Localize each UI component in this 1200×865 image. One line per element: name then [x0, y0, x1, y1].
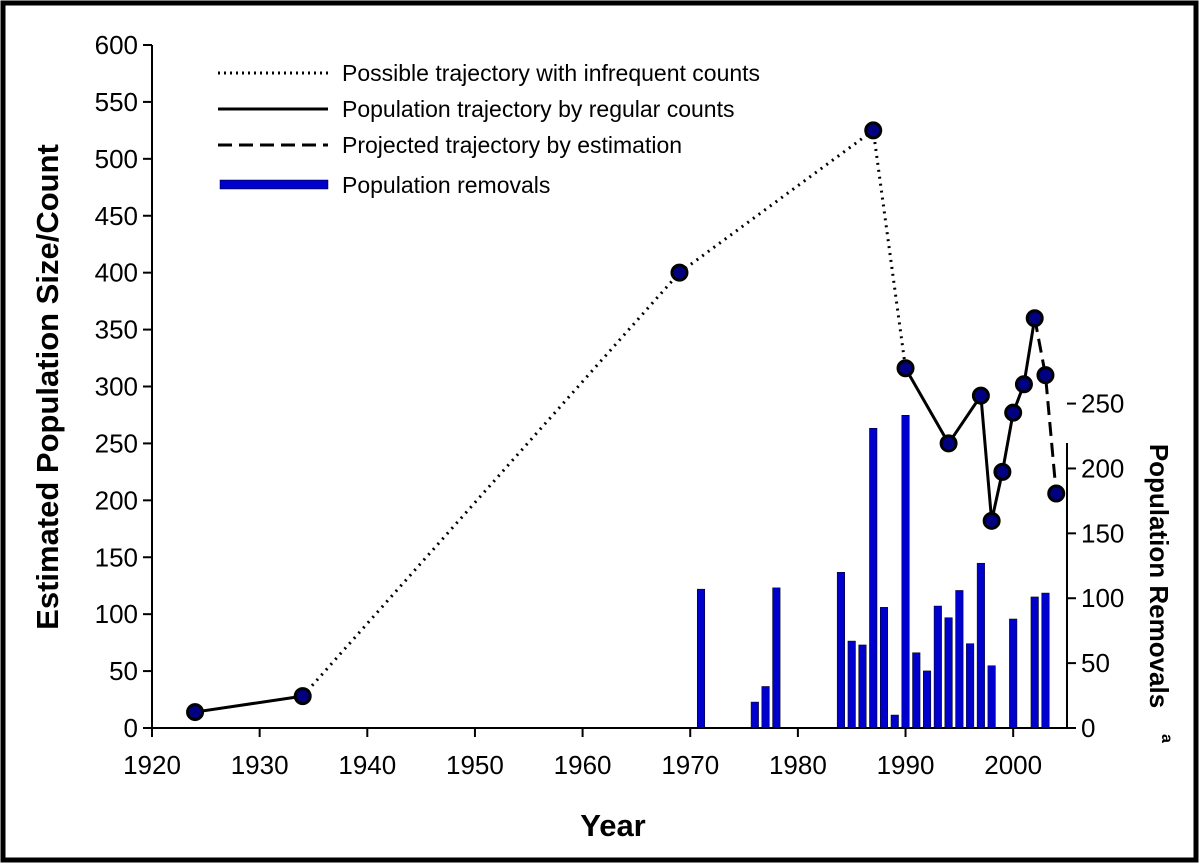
removal-bar: [976, 562, 985, 729]
y-tick-label: 50: [109, 656, 138, 686]
removal-bar: [890, 714, 899, 729]
x-tick-label: 1970: [661, 750, 719, 780]
y-tick-label: 200: [95, 485, 138, 515]
projected-trajectory-line: [1033, 317, 1058, 494]
legend-label-regular: Population trajectory by regular counts: [342, 96, 735, 122]
data-point: [864, 121, 883, 140]
y2-axis-title: Population Removals: [1144, 444, 1174, 708]
y-tick-label: 500: [95, 144, 138, 174]
x-tick-label: 2000: [984, 750, 1042, 780]
y-tick-label: 600: [95, 30, 138, 60]
y2-tick-label: 250: [1081, 389, 1124, 419]
ticks-layer: 0501001502002503003504004505005506001920…: [95, 30, 1125, 780]
removal-bar: [869, 427, 878, 729]
legend-label-infrequent: Possible trajectory with infrequent coun…: [342, 60, 760, 86]
data-point: [1047, 484, 1066, 503]
legend: Possible trajectory with infrequent coun…: [218, 60, 760, 198]
data-point: [939, 434, 958, 453]
y2-axis-title-superscript: a: [1158, 734, 1175, 743]
data-point: [896, 359, 915, 378]
removal-bar: [836, 572, 845, 729]
removal-bar: [901, 415, 910, 729]
x-tick-label: 1920: [123, 750, 181, 780]
y-tick-label: 250: [95, 428, 138, 458]
data-point: [993, 462, 1012, 481]
removal-bar: [955, 590, 964, 729]
data-point: [186, 703, 205, 722]
removal-bar: [923, 670, 932, 729]
removal-bar: [987, 665, 996, 729]
removal-bar: [912, 652, 921, 729]
y-axis-title: Estimated Population Size/Count: [30, 144, 65, 630]
removal-bar: [696, 588, 706, 729]
legend-swatch-bar: [219, 179, 329, 190]
data-point: [1014, 375, 1033, 394]
y-tick-label: 0: [124, 713, 138, 743]
removal-bar: [944, 617, 953, 729]
removal-bar: [966, 643, 975, 729]
removal-bar: [750, 701, 759, 729]
removal-bar: [879, 607, 889, 729]
y-tick-label: 150: [95, 542, 138, 572]
x-axis-title: Year: [580, 808, 646, 843]
removal-bar: [1030, 596, 1039, 729]
x-tick-label: 1980: [769, 750, 827, 780]
removal-bar: [761, 686, 770, 729]
removal-bar: [1009, 618, 1018, 729]
data-point: [971, 386, 990, 405]
y-tick-label: 400: [95, 258, 138, 288]
data-point: [670, 263, 689, 282]
y2-tick-label: 50: [1081, 648, 1110, 678]
dotted-trajectory-line: [301, 128, 908, 698]
y2-axis-title-group: Population Removals a: [1144, 444, 1175, 743]
legend-label-projected: Projected trajectory by estimation: [342, 132, 682, 158]
y2-tick-label: 0: [1081, 713, 1095, 743]
y2-tick-label: 150: [1081, 518, 1124, 548]
regular-count-line: [194, 694, 303, 714]
y-tick-label: 300: [95, 372, 138, 402]
x-tick-label: 1940: [338, 750, 396, 780]
x-tick-label: 1960: [554, 750, 612, 780]
data-point: [982, 511, 1001, 530]
y2-tick-label: 100: [1081, 583, 1124, 613]
bars-layer: [696, 415, 1050, 729]
x-tick-label: 1990: [877, 750, 935, 780]
data-point: [1004, 403, 1023, 422]
removal-bar: [772, 587, 781, 729]
data-point: [1025, 309, 1044, 328]
data-point: [293, 687, 312, 706]
points-layer: [186, 121, 1066, 722]
y-tick-label: 100: [95, 599, 138, 629]
y2-tick-label: 200: [1081, 453, 1124, 483]
legend-label-removals: Population removals: [342, 172, 550, 198]
y-tick-label: 350: [95, 315, 138, 345]
removal-bar: [858, 644, 867, 729]
removal-bar: [847, 640, 856, 729]
x-tick-label: 1930: [231, 750, 289, 780]
y-tick-label: 450: [95, 201, 138, 231]
removal-bar: [1041, 592, 1050, 729]
x-tick-label: 1950: [446, 750, 504, 780]
removal-bar: [933, 605, 942, 729]
data-point: [1036, 366, 1055, 385]
y-tick-label: 550: [95, 87, 138, 117]
